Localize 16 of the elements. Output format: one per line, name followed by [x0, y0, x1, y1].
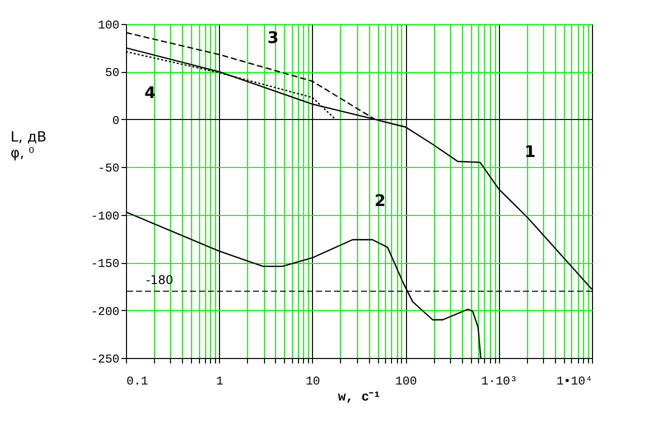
y-tick-label: 50	[105, 66, 120, 80]
x-tick-label: 10	[306, 374, 320, 388]
x-axis-title: w, c⁻¹	[338, 390, 382, 404]
x-tick-label: 1·10³	[481, 374, 518, 388]
x-tick-label: 100	[395, 374, 417, 388]
x-tick-label: 1•10⁴	[556, 374, 592, 388]
x-tick-label: 1	[216, 374, 224, 388]
y-tick-label: -150	[90, 257, 120, 272]
y-tick-label: 100	[98, 18, 120, 32]
y-axis-title: L, дВ φ, ⁰	[10, 130, 46, 162]
y-tick-label: -100	[90, 209, 120, 224]
y-tick-label: -50	[98, 162, 120, 176]
y-tick-label: -250	[90, 352, 120, 366]
y-tick-label: 0	[112, 114, 120, 128]
y-tick-label: -200	[90, 304, 120, 319]
x-tick-label: 0.1	[126, 374, 148, 388]
